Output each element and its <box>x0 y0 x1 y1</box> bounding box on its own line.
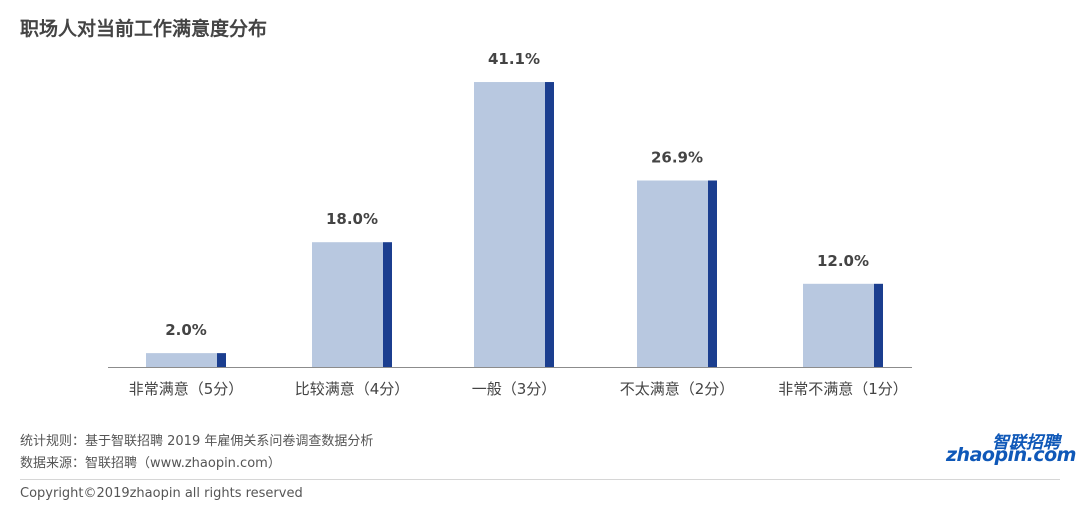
data-label: 12.0% <box>817 252 869 270</box>
bar-edge <box>545 82 554 367</box>
logo-chinese-text: 智联招聘 <box>992 433 1060 453</box>
bar <box>474 82 545 367</box>
bar-edge <box>217 353 226 367</box>
bar <box>312 242 383 367</box>
zhaopin-logo: 智联招聘 zhaopin.com <box>944 428 1076 466</box>
copyright-text: Copyright©2019zhaopin all rights reserve… <box>20 486 303 501</box>
category-label: 非常满意（5分） <box>129 380 244 398</box>
data-label: 41.1% <box>488 50 540 68</box>
statistics-rule-note: 统计规则：基于智联招聘 2019 年雇佣关系问卷调查数据分析 <box>20 434 374 449</box>
bar-edge <box>874 283 883 367</box>
bar-edge <box>383 242 392 367</box>
bar <box>803 283 874 367</box>
data-label: 18.0% <box>326 210 378 228</box>
footer-divider <box>20 479 1060 480</box>
data-source-note: 数据来源：智联招聘（www.zhaopin.com） <box>20 456 281 471</box>
bar <box>637 180 708 367</box>
chart-title: 职场人对当前工作满意度分布 <box>20 18 268 40</box>
chart-notes: 统计规则：基于智联招聘 2019 年雇佣关系问卷调查数据分析 数据来源：智联招聘… <box>20 431 373 475</box>
category-label: 非常不满意（1分） <box>778 380 908 398</box>
category-label: 不太满意（2分） <box>620 380 735 398</box>
logo-english-text: zhaopin.com <box>946 444 1076 466</box>
data-label: 26.9% <box>651 148 703 166</box>
bar-edge <box>708 180 717 367</box>
bar <box>146 353 217 367</box>
data-label: 2.0% <box>165 321 207 339</box>
bar-chart: 2.0% 非常满意（5分） 18.0% 比较满意（4分） 41.1% 一般（3分） 26.9… <box>108 50 912 398</box>
category-label: 比较满意（4分） <box>295 380 410 398</box>
category-label: 一般（3分） <box>472 380 557 398</box>
